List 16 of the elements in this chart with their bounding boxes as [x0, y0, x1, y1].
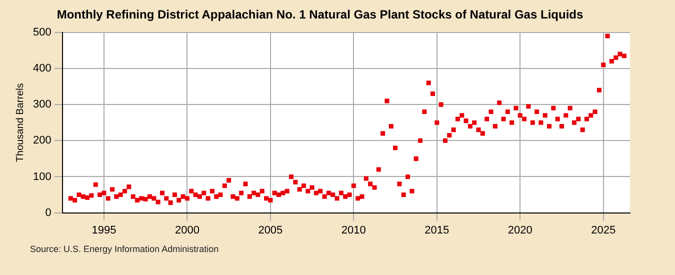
source-note: Source: U.S. Energy Information Administration	[30, 244, 219, 254]
x-tick-label: 2005	[258, 224, 283, 236]
x-tick-label: 1995	[92, 224, 116, 236]
chart-title: Monthly Refining District Appalachian No. 1 Natural Gas Plant Stocks of Natural Gas Liquids	[56, 8, 584, 22]
x-tick-label: 2015	[424, 224, 450, 236]
y-tick-label: 0	[45, 206, 52, 219]
x-tick-label: 2010	[341, 224, 366, 236]
y-tick-label: 200	[32, 134, 52, 147]
x-tick-label: 2025	[591, 224, 616, 236]
y-tick-label: 100	[32, 170, 52, 183]
x-tick-label: 2000	[174, 224, 200, 236]
x-tick-label: 2020	[508, 224, 532, 236]
y-tick-label: 500	[32, 26, 52, 38]
y-tick-label: 300	[32, 98, 52, 111]
y-axis-title: Thousand Barrels	[14, 83, 26, 162]
y-tick-label: 400	[32, 62, 52, 75]
